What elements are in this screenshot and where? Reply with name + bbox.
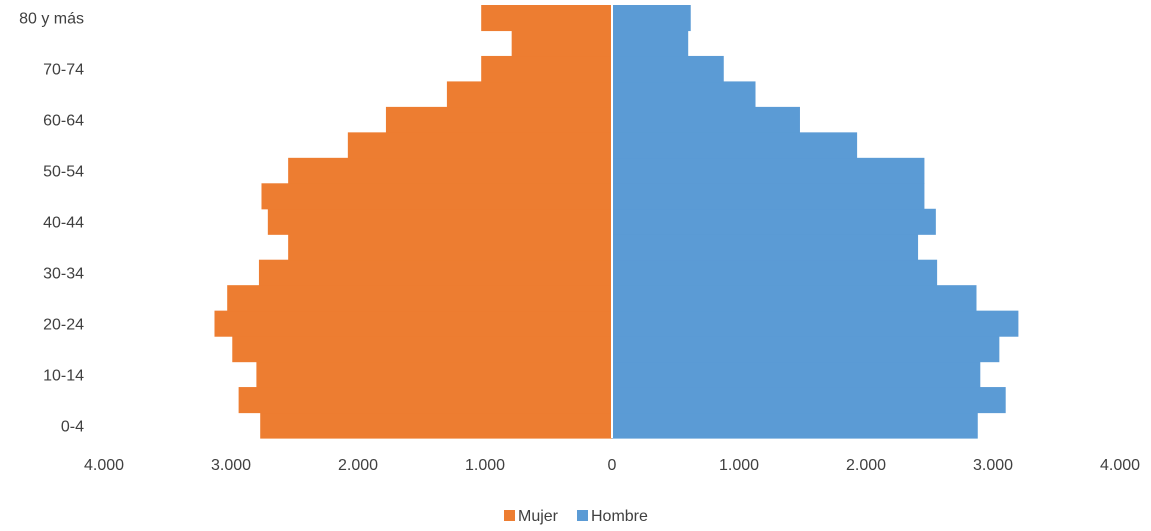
series-hombre [612,5,1019,439]
bar-mujer-15-19 [232,336,612,363]
x-tick-label: 4.000 [1100,457,1140,474]
bar-mujer-65-69 [446,81,612,108]
legend-swatch-hombre [577,510,588,521]
bar-mujer-0-4 [260,412,612,439]
legend: Mujer Hombre [504,508,648,525]
bar-hombre-70-74 [612,55,724,83]
bar-hombre-15-19 [612,336,1000,363]
x-tick-label: 1.000 [719,457,759,474]
bar-hombre-50-54 [612,157,925,184]
x-tick-label: 3.000 [973,457,1013,474]
bar-mujer-80-y-más [481,5,612,32]
bar-hombre-40-44 [612,208,936,235]
bar-hombre-30-34 [612,259,938,286]
y-tick-label: 60-64 [43,113,84,130]
y-tick-label: 70-74 [43,62,84,79]
x-tick-label: 3.000 [211,457,251,474]
y-tick-label: 10-14 [43,367,84,384]
bar-mujer-60-64 [385,106,612,133]
bar-mujer-10-14 [256,361,612,388]
bar-mujer-40-44 [267,208,612,235]
legend-label-mujer: Mujer [518,508,559,525]
bar-hombre-25-29 [612,285,977,312]
bar-mujer-30-34 [258,259,612,286]
bar-hombre-0-4 [612,412,978,439]
y-tick-label: 80 y más [19,11,84,28]
bar-hombre-10-14 [612,361,981,388]
bar-hombre-20-24 [612,310,1019,337]
bar-mujer-20-24 [214,310,613,337]
y-tick-label: 30-34 [43,265,84,282]
bar-hombre-35-39 [612,234,919,261]
y-axis-tick-labels: 0-4 10-14 20-24 30-34 40-44 50-54 60-64 70-74 80… [19,11,84,436]
legend-label-hombre: Hombre [591,508,648,525]
x-tick-label: 2.000 [846,457,886,474]
bar-hombre-75-79 [612,30,689,57]
bar-hombre-45-49 [612,183,925,210]
y-tick-label: 50-54 [43,164,84,181]
bar-mujer-25-29 [227,285,612,312]
bar-mujer-70-74 [481,55,612,83]
bar-mujer-5-9 [238,387,612,414]
legend-swatch-mujer [504,510,515,521]
x-tick-label: 2.000 [338,457,378,474]
bar-mujer-45-49 [261,183,612,210]
bar-mujer-75-79 [511,30,612,57]
x-tick-label: 1.000 [465,457,505,474]
bar-mujer-50-54 [288,157,612,184]
x-tick-label: 4.000 [84,457,124,474]
bar-hombre-5-9 [612,387,1006,414]
bar-hombre-65-69 [612,81,756,108]
series-mujer [214,5,613,439]
bar-hombre-60-64 [612,106,800,133]
y-tick-label: 40-44 [43,215,84,232]
bar-hombre-80-y-más [612,5,691,32]
bar-mujer-35-39 [288,234,612,261]
y-tick-label: 0-4 [61,418,84,435]
x-axis-tick-labels: 4.000 3.000 2.000 1.000 0 1.000 2.000 3.000 4.00… [84,457,1140,474]
bar-mujer-55-59 [347,132,612,159]
x-tick-label: 0 [608,457,617,474]
bar-hombre-55-59 [612,132,858,159]
y-tick-label: 20-24 [43,316,84,333]
